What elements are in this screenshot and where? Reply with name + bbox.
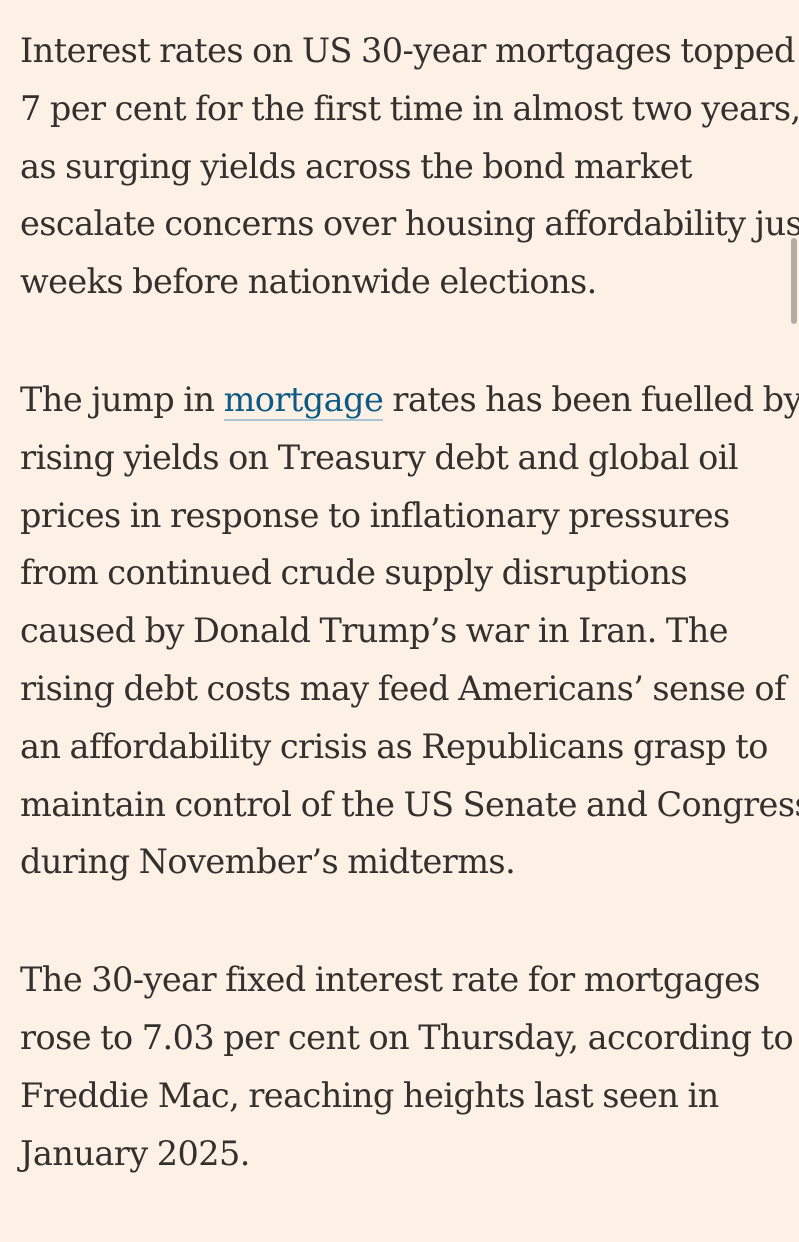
text-line: maintain control of the US Senate and Co…	[20, 784, 799, 824]
text-fragment: The jump in	[20, 379, 224, 419]
paragraph-3: The 30-year fixed interest rate for mort…	[20, 951, 794, 1182]
text-line: rising debt costs may feed Americans’ se…	[20, 668, 786, 708]
text-line: escalate concerns over housing affordabi…	[20, 204, 799, 244]
text-line: rose to 7.03 per cent on Thursday, accor…	[20, 1017, 794, 1057]
text-line: as surging yields across the bond market	[20, 146, 693, 186]
scrollbar-thumb[interactable]	[791, 238, 797, 324]
paragraph-1: Interest rates on US 30-year mortgages t…	[20, 22, 799, 311]
text-line: weeks before nationwide elections.	[20, 262, 597, 302]
text-fragment: rates has been fuelled by	[383, 379, 799, 419]
article-body: Interest rates on US 30-year mortgages t…	[20, 22, 799, 1242]
paragraph-2: The jump in mortgage rates has been fuel…	[20, 371, 799, 891]
text-line: The jump in mortgage rates has been fuel…	[20, 371, 799, 429]
text-line: The 30-year fixed interest rate for mort…	[20, 960, 761, 1000]
text-line: caused by Donald Trump’s war in Iran. Th…	[20, 611, 729, 651]
text-line: during November’s midterms.	[20, 842, 516, 882]
text-line: prices in response to inflationary press…	[20, 495, 730, 535]
text-line: January 2025.	[20, 1133, 250, 1173]
text-line: from continued crude supply disruptions	[20, 553, 688, 593]
mortgage-link[interactable]: mortgage	[223, 379, 384, 421]
text-line: 7 per cent for the first time in almost …	[20, 88, 799, 128]
scrollbar[interactable]	[789, 0, 797, 1200]
text-line: an affordability crisis as Republicans g…	[20, 726, 768, 766]
text-line: rising yields on Treasury debt and globa…	[20, 437, 739, 477]
text-line: Interest rates on US 30-year mortgages t…	[20, 31, 795, 70]
text-line: Freddie Mac, reaching heights last seen …	[20, 1075, 719, 1115]
